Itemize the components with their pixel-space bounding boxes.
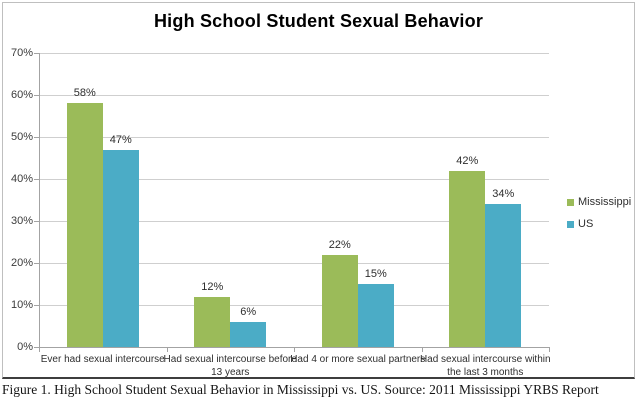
- y-axis-label: 70%: [10, 47, 33, 59]
- legend-swatch-icon: [567, 220, 574, 228]
- gridline: [39, 221, 549, 222]
- gridline: [39, 305, 549, 306]
- chart-frame: High School Student Sexual Behavior 0% 10…: [2, 2, 635, 379]
- y-axis-tick: [34, 179, 39, 180]
- x-axis-tick: [421, 347, 423, 352]
- bar-value-label: 34%: [492, 188, 515, 201]
- y-axis-tick: [34, 221, 39, 222]
- y-axis-tick: [34, 347, 39, 348]
- bar-mississippi-3: [449, 170, 486, 347]
- y-axis-label: 50%: [10, 131, 33, 143]
- bar-value-label: 42%: [456, 154, 479, 167]
- legend-swatch-icon: [567, 198, 574, 206]
- y-axis-tick: [34, 137, 39, 138]
- bar-mississippi-1: [194, 296, 231, 347]
- bar-value-label: 6%: [240, 305, 257, 318]
- bar-value-label: 58%: [73, 87, 96, 100]
- legend-item-us: US: [567, 218, 593, 230]
- figure-caption: Figure 1. High School Student Sexual Beh…: [2, 382, 599, 397]
- category-label: Had sexual intercourse within the last 3…: [419, 354, 551, 378]
- x-axis-tick: [39, 347, 40, 352]
- gridline: [39, 95, 549, 96]
- gridline: [39, 263, 549, 264]
- legend-item-mississippi: Mississippi: [567, 196, 631, 208]
- bar-value-label: 47%: [109, 133, 132, 146]
- bar-value-label: 12%: [201, 280, 224, 293]
- y-axis-label: 0%: [17, 341, 33, 353]
- gridline: [39, 179, 549, 180]
- category-label: Ever had sexual intercourse: [40, 354, 165, 365]
- bar-us-2: [357, 284, 394, 347]
- y-axis-tick: [34, 95, 39, 96]
- bar-mississippi-0: [66, 103, 103, 347]
- category-label: Had 4 or more sexual partners: [290, 354, 426, 365]
- gridline: [39, 53, 549, 54]
- bar-value-label: 15%: [364, 268, 387, 280]
- legend-label: US: [578, 218, 594, 230]
- y-axis-tick: [34, 53, 39, 54]
- y-axis-label: 30%: [10, 215, 33, 227]
- bar-us-1: [230, 321, 267, 347]
- bar-mississippi-2: [321, 254, 358, 347]
- y-axis-line: [39, 53, 40, 347]
- legend-label: Mississippi: [578, 196, 632, 208]
- y-axis-label: 10%: [10, 299, 33, 311]
- bar-us-0: [102, 149, 139, 347]
- x-axis-tick: [166, 347, 168, 352]
- x-axis-tick: [294, 347, 295, 352]
- y-axis-tick: [34, 263, 39, 264]
- bar-us-3: [485, 204, 522, 347]
- y-axis-tick: [34, 305, 39, 306]
- y-axis-label: 20%: [10, 257, 33, 269]
- x-axis-tick: [549, 347, 550, 352]
- x-axis-line: [39, 347, 549, 348]
- gridline: [39, 137, 549, 138]
- y-axis-label: 40%: [10, 173, 33, 185]
- bar-value-label: 22%: [328, 238, 351, 251]
- chart-title: High School Student Sexual Behavior: [153, 11, 484, 31]
- y-axis-label: 60%: [10, 89, 33, 101]
- category-label: Had sexual intercourse before 13 years: [163, 354, 297, 378]
